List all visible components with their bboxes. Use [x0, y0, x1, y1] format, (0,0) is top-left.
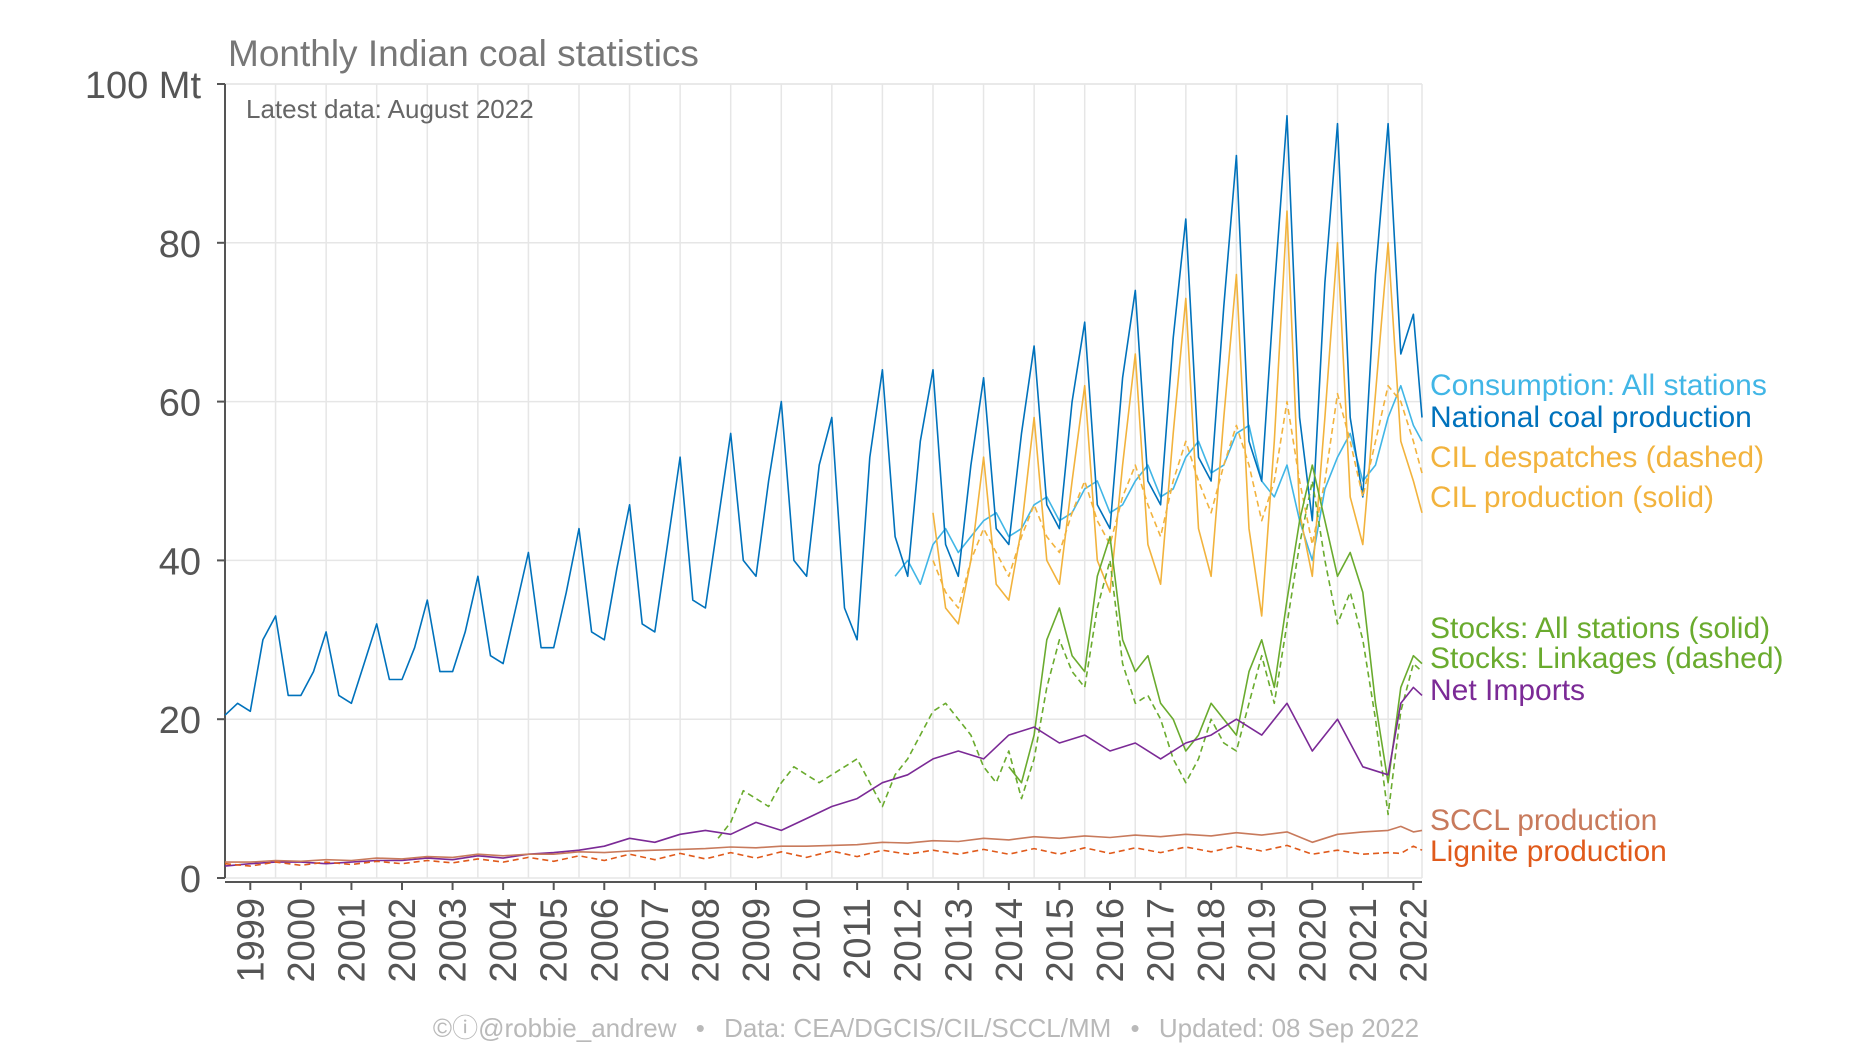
x-tick-label: 2021 — [1343, 898, 1385, 983]
x-tick-label: 2018 — [1191, 898, 1233, 983]
legend-item: Stocks: Linkages (dashed) — [1430, 642, 1784, 675]
footer-updated: Updated: 08 Sep 2022 — [1158, 1013, 1420, 1043]
series-lines — [224, 115, 1423, 867]
x-tick-label: 2016 — [1090, 898, 1132, 983]
x-tick-label: 2015 — [1039, 898, 1081, 983]
legend-item: CIL production (solid) — [1430, 481, 1714, 514]
footer-author[interactable]: ©ⓘ@robbie_andrew — [432, 1013, 677, 1043]
y-tick-label: 20 — [159, 700, 201, 742]
x-tick-label: 2000 — [281, 898, 323, 983]
grid — [224, 83, 1423, 879]
x-tick-label: 2008 — [685, 898, 727, 983]
series-line-stocks-linkages-dashed — [717, 480, 1423, 839]
legend-item: Lignite production — [1430, 835, 1667, 868]
y-tick-label: 80 — [159, 224, 201, 266]
x-tick-label: 2005 — [534, 898, 576, 983]
y-tick-label: 40 — [159, 541, 201, 583]
x-tick-label: 2010 — [787, 898, 829, 983]
legend-item: CIL despatches (dashed) — [1430, 441, 1764, 474]
x-tick-label: 2017 — [1141, 898, 1183, 983]
y-tick-label: 60 — [159, 383, 201, 425]
y-tick-label: 0 — [180, 859, 201, 901]
x-tick-label: 2013 — [938, 898, 980, 983]
x-tick-label: 2006 — [584, 898, 626, 983]
legend-item: Net Imports — [1430, 674, 1585, 707]
x-tick-label: 2007 — [635, 898, 677, 983]
x-tick-label: 2014 — [989, 898, 1031, 983]
legend-item: Stocks: All stations (solid) — [1430, 612, 1770, 645]
legend-item: National coal production — [1430, 401, 1752, 434]
x-tick-label: 2004 — [483, 898, 525, 983]
x-tick-label: 2011 — [837, 898, 879, 980]
legend-item: SCCL production — [1430, 804, 1657, 837]
footer-separator: • — [695, 1013, 705, 1043]
series-line-cil-production-solid — [932, 210, 1423, 625]
x-tick-label: 1999 — [230, 898, 272, 983]
series-line-net-imports — [224, 686, 1423, 867]
x-tick-label: 2022 — [1393, 898, 1435, 983]
legend-item: Consumption: All stations — [1430, 369, 1767, 402]
y-tick-label: 100 Mt — [85, 65, 202, 107]
series-line-cil-despatches-dashed — [932, 384, 1423, 609]
footer-source: Data: CEA/DGCIS/CIL/SCCL/MM — [724, 1013, 1112, 1043]
footer: ©ⓘ@robbie_andrew • Data: CEA/DGCIS/CIL/S… — [0, 1008, 1852, 1045]
x-tick-label: 2003 — [433, 898, 475, 983]
footer-separator: • — [1130, 1013, 1140, 1043]
series-line-stocks-all-stations-solid — [1008, 464, 1423, 784]
series-line-sccl-production — [225, 825, 1423, 863]
x-tick-label: 2001 — [331, 898, 373, 983]
x-tick-label: 2002 — [382, 898, 424, 983]
x-tick-label: 2020 — [1292, 898, 1334, 983]
chart-title: Monthly Indian coal statistics — [228, 33, 699, 74]
x-tick-label: 2012 — [888, 898, 930, 983]
series-line-national-coal-production — [224, 115, 1423, 716]
x-tick-label: 2019 — [1242, 898, 1284, 983]
chart-subtitle: Latest data: August 2022 — [246, 94, 534, 124]
x-tick-label: 2009 — [736, 898, 778, 983]
series-line-lignite-production — [224, 844, 1423, 867]
